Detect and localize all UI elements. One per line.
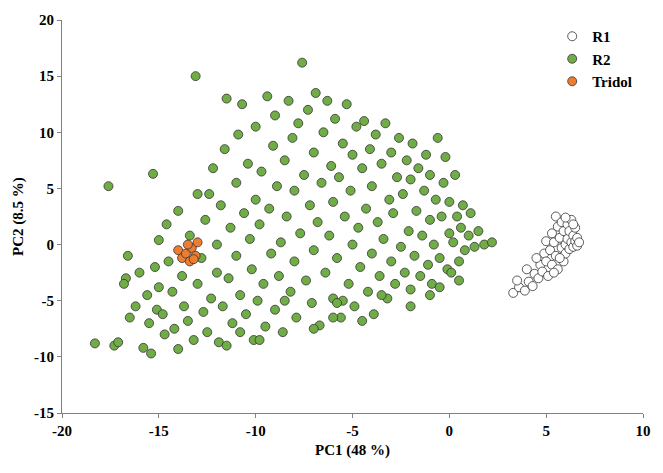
svg-text:20: 20: [39, 12, 54, 28]
svg-text:-15: -15: [149, 423, 169, 439]
svg-text:10: 10: [636, 423, 651, 439]
svg-text:R2: R2: [592, 52, 610, 68]
svg-text:5: 5: [47, 181, 55, 197]
svg-text:10: 10: [39, 125, 54, 141]
svg-text:15: 15: [39, 68, 54, 84]
svg-text:R1: R1: [592, 29, 610, 45]
svg-text:0: 0: [47, 237, 55, 253]
svg-text:PC1 (48 %): PC1 (48 %): [315, 442, 390, 459]
svg-text:-10: -10: [34, 349, 54, 365]
svg-text:Tridol: Tridol: [592, 74, 632, 90]
svg-text:-10: -10: [246, 423, 266, 439]
svg-text:-15: -15: [34, 405, 54, 421]
svg-text:PC2 (8.5 %): PC2 (8.5 %): [10, 177, 27, 256]
svg-text:0: 0: [446, 423, 454, 439]
svg-text:-20: -20: [52, 423, 72, 439]
svg-text:-5: -5: [42, 293, 55, 309]
svg-text:-5: -5: [346, 423, 359, 439]
svg-text:5: 5: [542, 423, 550, 439]
